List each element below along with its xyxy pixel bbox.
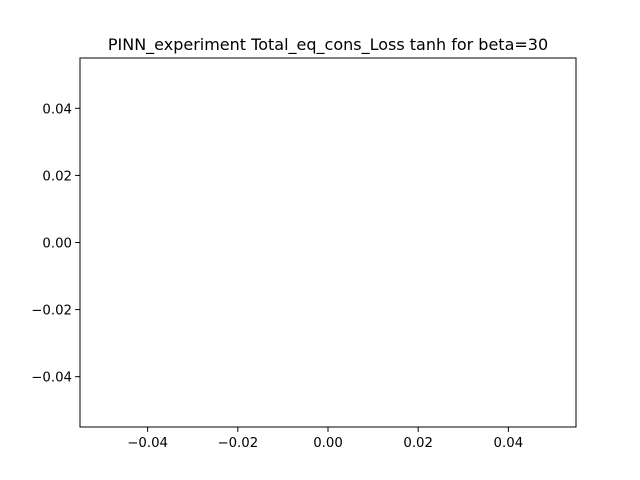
y-axis: −0.04 −0.02 0.00 0.02 0.04 <box>31 102 80 386</box>
x-tick-label: −0.04 <box>127 436 168 451</box>
x-tick-label: 0.00 <box>313 436 343 451</box>
x-tick-label: −0.02 <box>217 436 258 451</box>
y-tick-label: 0.02 <box>42 169 72 184</box>
y-tick-label: −0.02 <box>31 304 72 319</box>
x-tick-label: 0.02 <box>403 436 433 451</box>
x-tick-label: 0.04 <box>494 436 524 451</box>
y-tick-label: 0.04 <box>42 102 72 117</box>
x-axis: −0.04 −0.02 0.00 0.02 0.04 <box>127 427 523 451</box>
axes-frame <box>79 57 577 428</box>
y-tick-label: 0.00 <box>42 237 72 252</box>
chart-title: PINN_experiment Total_eq_cons_Loss tanh … <box>108 35 548 55</box>
y-tick-label: −0.04 <box>31 371 72 386</box>
